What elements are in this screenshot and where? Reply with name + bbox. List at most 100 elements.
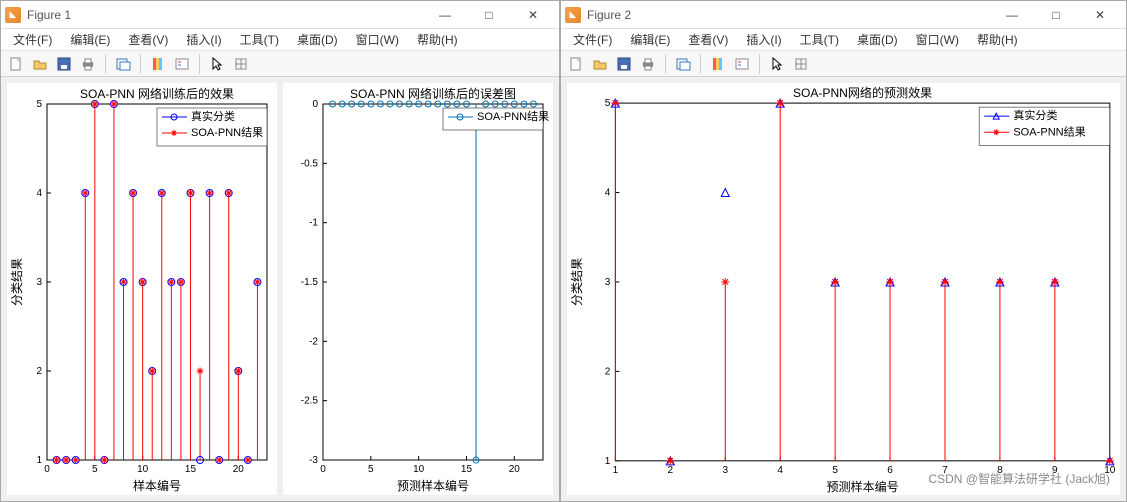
- svg-text:3: 3: [722, 465, 728, 476]
- separator: [700, 54, 701, 74]
- svg-text:10: 10: [413, 464, 425, 475]
- svg-text:-1.5: -1.5: [301, 277, 319, 288]
- menu-insert[interactable]: 插入(I): [178, 29, 229, 51]
- axes-left[interactable]: 0510152012345SOA-PNN 网络训练后的效果样本编号分类结果真实分…: [7, 83, 277, 495]
- svg-text:SOA-PNN 网络训练后的误差图: SOA-PNN 网络训练后的误差图: [350, 86, 516, 101]
- menubar: 文件(F) 编辑(E) 查看(V) 插入(I) 工具(T) 桌面(D) 窗口(W…: [561, 29, 1126, 51]
- save-icon[interactable]: [613, 53, 635, 75]
- svg-text:5: 5: [368, 464, 374, 475]
- svg-text:SOA-PNN结果: SOA-PNN结果: [191, 126, 263, 139]
- svg-text:3: 3: [36, 277, 42, 288]
- svg-text:真实分类: 真实分类: [1013, 108, 1057, 122]
- toolbar: [561, 51, 1126, 77]
- svg-text:4: 4: [605, 188, 611, 199]
- svg-text:SOA-PNN 网络训练后的效果: SOA-PNN 网络训练后的效果: [80, 86, 234, 101]
- svg-text:SOA-PNN结果: SOA-PNN结果: [477, 110, 549, 123]
- menu-desktop[interactable]: 桌面(D): [289, 29, 346, 51]
- colorbar-icon[interactable]: [707, 53, 729, 75]
- figure-window-1: ◣ Figure 1 — □ ✕ 文件(F) 编辑(E) 查看(V) 插入(I)…: [0, 0, 560, 502]
- svg-text:5: 5: [605, 98, 611, 109]
- menu-view[interactable]: 查看(V): [680, 29, 736, 51]
- menu-insert[interactable]: 插入(I): [738, 29, 789, 51]
- colorbar-icon[interactable]: [147, 53, 169, 75]
- svg-text:6: 6: [887, 465, 893, 476]
- axes-right[interactable]: 05101520-3-2.5-2-1.5-1-0.50SOA-PNN 网络训练后…: [283, 83, 553, 495]
- print-icon[interactable]: [637, 53, 659, 75]
- svg-text:10: 10: [1104, 465, 1116, 476]
- svg-text:3: 3: [605, 277, 611, 288]
- new-icon[interactable]: [565, 53, 587, 75]
- menu-file[interactable]: 文件(F): [5, 29, 60, 51]
- svg-text:-3: -3: [309, 455, 318, 466]
- menu-tools[interactable]: 工具(T): [792, 29, 847, 51]
- minimize-button[interactable]: —: [990, 1, 1034, 28]
- separator: [665, 54, 666, 74]
- close-button[interactable]: ✕: [511, 1, 555, 28]
- maximize-button[interactable]: □: [467, 1, 511, 28]
- svg-text:-2.5: -2.5: [301, 396, 319, 407]
- titlebar: ◣ Figure 2 — □ ✕: [561, 1, 1126, 29]
- svg-text:4: 4: [36, 188, 42, 199]
- matlab-icon: ◣: [565, 7, 581, 23]
- svg-text:2: 2: [668, 465, 674, 476]
- menubar: 文件(F) 编辑(E) 查看(V) 插入(I) 工具(T) 桌面(D) 窗口(W…: [1, 29, 559, 51]
- axes[interactable]: 1234567891012345SOA-PNN网络的预测效果预测样本编号分类结果…: [567, 83, 1120, 495]
- svg-text:分类结果: 分类结果: [570, 258, 584, 306]
- save-icon[interactable]: [53, 53, 75, 75]
- link-icon[interactable]: [672, 53, 694, 75]
- plot-area: 0510152012345SOA-PNN 网络训练后的效果样本编号分类结果真实分…: [1, 77, 559, 501]
- menu-edit[interactable]: 编辑(E): [62, 29, 118, 51]
- menu-file[interactable]: 文件(F): [565, 29, 620, 51]
- pointer-icon[interactable]: [766, 53, 788, 75]
- legend-icon[interactable]: [731, 53, 753, 75]
- svg-text:预测样本编号: 预测样本编号: [397, 478, 469, 493]
- separator: [140, 54, 141, 74]
- window-title: Figure 2: [587, 8, 990, 22]
- svg-text:真实分类: 真实分类: [191, 109, 235, 123]
- print-icon[interactable]: [77, 53, 99, 75]
- menu-help[interactable]: 帮助(H): [409, 29, 466, 51]
- svg-text:分类结果: 分类结果: [10, 258, 24, 306]
- svg-text:0: 0: [44, 464, 50, 475]
- svg-text:2: 2: [36, 366, 42, 377]
- separator: [199, 54, 200, 74]
- svg-text:0: 0: [312, 99, 318, 110]
- svg-text:-2: -2: [309, 336, 318, 347]
- window-title: Figure 1: [27, 8, 423, 22]
- matlab-icon: ◣: [5, 7, 21, 23]
- close-button[interactable]: ✕: [1078, 1, 1122, 28]
- link-icon[interactable]: [112, 53, 134, 75]
- svg-text:4: 4: [777, 465, 783, 476]
- svg-text:-0.5: -0.5: [301, 158, 319, 169]
- figure-window-2: ◣ Figure 2 — □ ✕ 文件(F) 编辑(E) 查看(V) 插入(I)…: [560, 0, 1127, 502]
- menu-window[interactable]: 窗口(W): [348, 29, 407, 51]
- menu-tools[interactable]: 工具(T): [232, 29, 287, 51]
- titlebar: ◣ Figure 1 — □ ✕: [1, 1, 559, 29]
- separator: [105, 54, 106, 74]
- toolbar: [1, 51, 559, 77]
- legend-icon[interactable]: [171, 53, 193, 75]
- svg-text:SOA-PNN结果: SOA-PNN结果: [1013, 125, 1085, 138]
- minimize-button[interactable]: —: [423, 1, 467, 28]
- svg-text:-1: -1: [309, 218, 318, 229]
- pointer-icon[interactable]: [206, 53, 228, 75]
- menu-help[interactable]: 帮助(H): [969, 29, 1026, 51]
- new-icon[interactable]: [5, 53, 27, 75]
- menu-edit[interactable]: 编辑(E): [622, 29, 678, 51]
- menu-view[interactable]: 查看(V): [120, 29, 176, 51]
- svg-text:9: 9: [1052, 465, 1058, 476]
- maximize-button[interactable]: □: [1034, 1, 1078, 28]
- menu-window[interactable]: 窗口(W): [908, 29, 967, 51]
- svg-text:10: 10: [137, 464, 149, 475]
- svg-text:1: 1: [613, 465, 619, 476]
- open-icon[interactable]: [29, 53, 51, 75]
- open-icon[interactable]: [589, 53, 611, 75]
- svg-text:15: 15: [461, 464, 473, 475]
- svg-text:2: 2: [605, 366, 611, 377]
- edit-plot-icon[interactable]: [230, 53, 252, 75]
- svg-text:5: 5: [36, 99, 42, 110]
- edit-plot-icon[interactable]: [790, 53, 812, 75]
- svg-text:1: 1: [36, 455, 42, 466]
- separator: [759, 54, 760, 74]
- menu-desktop[interactable]: 桌面(D): [849, 29, 906, 51]
